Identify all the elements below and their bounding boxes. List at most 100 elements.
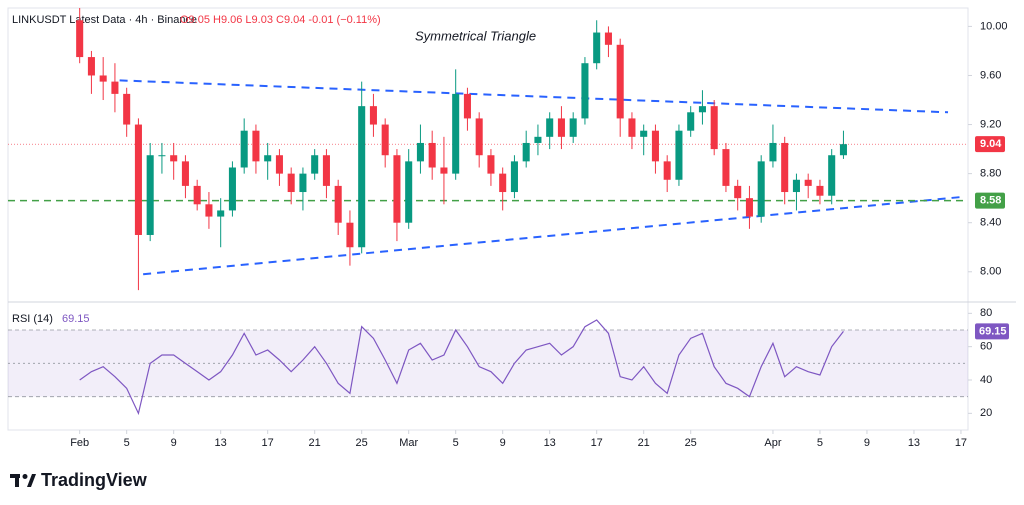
candle-body xyxy=(299,173,307,193)
candle-body xyxy=(804,179,812,186)
rsi-value: 69.15 xyxy=(62,313,90,325)
rsi-line xyxy=(79,319,844,416)
x-tick-label: 25 xyxy=(685,437,697,449)
candle-body xyxy=(781,142,789,193)
x-tick-label: 13 xyxy=(908,437,920,449)
candle-body xyxy=(205,204,213,217)
x-tick-label: 13 xyxy=(544,437,556,449)
candle-body xyxy=(193,185,201,205)
x-tick-label: 5 xyxy=(124,437,130,449)
candle-body xyxy=(816,185,824,196)
candle-body xyxy=(640,130,648,137)
candle-body xyxy=(557,118,565,137)
candle-body xyxy=(252,130,260,162)
annotation: Symmetrical Triangle xyxy=(415,28,536,43)
candle-body xyxy=(393,155,401,223)
y-tick-label: 8.00 xyxy=(980,266,1001,278)
candle-body xyxy=(146,155,154,235)
candle-body xyxy=(311,155,319,174)
candle-body xyxy=(475,118,483,156)
candle-body xyxy=(369,106,377,125)
candle-body xyxy=(123,93,131,125)
candle-body xyxy=(334,185,342,223)
candle-body xyxy=(416,142,424,162)
candle-body xyxy=(111,81,119,94)
rsi-name: RSI (14) xyxy=(12,313,53,325)
candle-body xyxy=(405,161,413,223)
logo-stem xyxy=(15,474,19,487)
candle-body xyxy=(569,118,577,137)
candle-body xyxy=(346,222,354,248)
candle-body xyxy=(510,161,518,193)
candle-body xyxy=(158,155,166,157)
brand: TradingView xyxy=(41,470,148,490)
candle-body xyxy=(440,167,448,174)
candle-body xyxy=(839,144,847,156)
candle-body xyxy=(687,112,695,131)
x-tick-label: 13 xyxy=(215,437,227,449)
y-tick-label: 20 xyxy=(980,407,992,419)
candle-body xyxy=(87,57,95,76)
x-tick-label: 17 xyxy=(591,437,603,449)
rsi-tag xyxy=(975,323,1009,340)
candle-body xyxy=(358,106,366,248)
candle-body xyxy=(734,185,742,199)
candle-body xyxy=(463,93,471,119)
candle-body xyxy=(228,167,236,211)
candle-body xyxy=(604,32,612,45)
candle-body xyxy=(217,210,225,217)
last-price-label: 9.04 xyxy=(980,138,1002,150)
candle-body xyxy=(170,155,178,162)
candle-body xyxy=(381,124,389,156)
candle-body xyxy=(487,155,495,174)
candle-body xyxy=(181,161,189,186)
x-tick-label: 17 xyxy=(262,437,274,449)
y-tick-label: 9.60 xyxy=(980,69,1001,81)
x-tick-label: Feb xyxy=(70,437,89,449)
support-price-tag xyxy=(975,192,1005,209)
candle-body xyxy=(616,44,624,119)
logo-dot xyxy=(22,474,28,479)
x-tick-label: Mar xyxy=(399,437,418,449)
candle-body xyxy=(322,155,330,186)
candle-body xyxy=(240,130,248,168)
last-price-tag xyxy=(975,136,1005,153)
x-tick-label: 9 xyxy=(864,437,870,449)
candle-body xyxy=(757,161,765,217)
ohlc-label: O9.05 H9.06 L9.03 C9.04 -0.01 (−0.11%) xyxy=(180,14,381,26)
x-tick-label: 9 xyxy=(500,437,506,449)
candle-body xyxy=(769,142,777,162)
candle-body xyxy=(828,155,836,196)
candle-body xyxy=(76,20,84,58)
y-tick-label: 10.00 xyxy=(980,20,1008,32)
candle-body xyxy=(628,118,636,137)
y-tick-label: 9.20 xyxy=(980,118,1001,130)
x-tick-label: 25 xyxy=(356,437,368,449)
candle-body xyxy=(264,155,272,162)
x-tick-label: 17 xyxy=(955,437,967,449)
x-tick-label: 9 xyxy=(171,437,177,449)
candle-body xyxy=(745,198,753,217)
candle-body xyxy=(675,130,683,180)
x-tick-label: Apr xyxy=(764,437,781,449)
candle-body xyxy=(275,155,283,174)
symbol-label: LINKUSDT Latest Data · 4h · Binance xyxy=(12,14,197,26)
candle-body xyxy=(698,106,706,113)
logo-slash xyxy=(27,474,36,487)
x-tick-label: 5 xyxy=(453,437,459,449)
candle-body xyxy=(428,142,436,168)
x-tick-label: 21 xyxy=(638,437,650,449)
candle-body xyxy=(722,149,730,186)
y-tick-label: 40 xyxy=(980,374,992,386)
candle-body xyxy=(710,106,718,150)
candle-body xyxy=(792,179,800,193)
trendline xyxy=(143,195,963,276)
candle-body xyxy=(499,173,507,193)
y-tick-label: 80 xyxy=(980,307,992,319)
y-tick-label: 60 xyxy=(980,341,992,353)
y-tick-label: 8.40 xyxy=(980,217,1001,229)
logo xyxy=(10,474,36,487)
candle-body xyxy=(287,173,295,193)
candle-body xyxy=(134,124,142,235)
